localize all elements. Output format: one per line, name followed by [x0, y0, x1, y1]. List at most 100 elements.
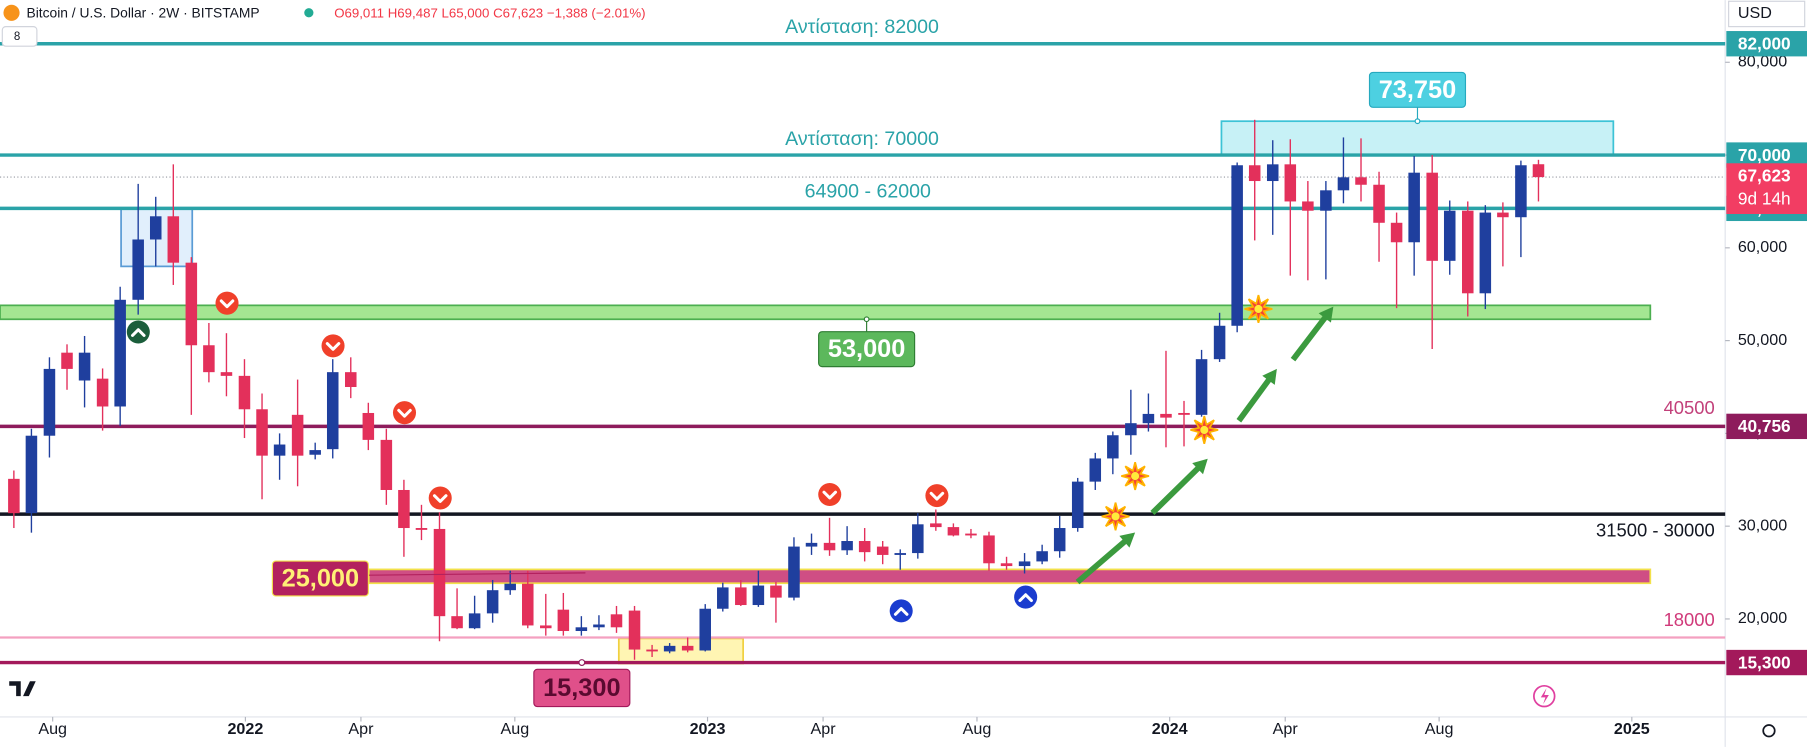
candle-body	[876, 546, 889, 555]
symbol-icon	[3, 4, 20, 21]
candle-body	[699, 608, 711, 651]
candle-body	[256, 409, 268, 456]
burst-core	[1200, 425, 1209, 435]
ohlc: O69,011 H69,487 L65,000 C67,623 −1,388 (…	[334, 5, 645, 20]
candle-body	[965, 533, 977, 536]
countdown: 9d 14h	[1738, 189, 1791, 209]
price-tag-label: 40,756	[1738, 416, 1791, 436]
candle-body	[930, 523, 942, 528]
zone-label: 73,750	[1379, 76, 1457, 104]
candle-body	[25, 435, 38, 514]
y-tick-label: 60,000	[1738, 238, 1787, 256]
candle-body	[167, 216, 180, 263]
last-price-label: 67,623	[1738, 166, 1791, 186]
alert-icon[interactable]	[1533, 684, 1556, 708]
candle-body	[451, 616, 463, 629]
signal-chevron	[397, 408, 412, 418]
candle-body	[540, 625, 552, 629]
candle-body	[61, 352, 73, 369]
signal-marker	[1014, 585, 1038, 609]
candle-body	[203, 345, 215, 373]
candle-body	[380, 439, 393, 490]
candle-body	[132, 239, 144, 300]
signal-marker	[126, 320, 150, 344]
candle-body	[717, 587, 729, 609]
y-tick-label: 50,000	[1738, 331, 1787, 349]
candle-body	[983, 535, 995, 564]
candle-body	[947, 527, 960, 536]
candle-body	[1337, 177, 1350, 191]
x-tick-label: Aug	[500, 720, 529, 738]
indicator-count[interactable]: 8	[14, 31, 20, 43]
signal-chevron	[432, 494, 448, 503]
label-anchor	[863, 316, 870, 323]
candle-body	[326, 372, 339, 450]
signal-chevron	[822, 490, 838, 500]
candle-body	[1320, 190, 1332, 211]
plot: 20,00030,00040,00050,00060,00070,00080,0…	[0, 16, 1807, 738]
candle-body	[788, 546, 800, 598]
logo	[9, 681, 36, 697]
candle-body	[841, 541, 853, 551]
signal-chevron	[929, 491, 945, 501]
candle-body	[557, 609, 570, 632]
candle-body	[1160, 413, 1172, 418]
x-tick-label: Aug	[38, 720, 67, 738]
candle-body	[8, 478, 20, 514]
candle-body	[1390, 222, 1403, 243]
candle-body	[1373, 184, 1385, 223]
candle-body	[96, 378, 109, 407]
candle-body	[468, 613, 481, 629]
signal-marker	[925, 484, 949, 508]
burst-core	[1111, 512, 1120, 521]
candle-body	[1125, 423, 1137, 436]
candle-body	[1142, 413, 1155, 424]
candle-body	[1231, 165, 1243, 326]
candle-body	[1355, 177, 1367, 185]
candle-body	[912, 524, 924, 554]
currency[interactable]: USD	[1738, 4, 1772, 22]
last-price-tag	[1726, 163, 1807, 214]
level-label: 18000	[1664, 609, 1715, 630]
indicator-badge[interactable]	[1, 26, 38, 47]
price-tag	[1726, 413, 1807, 440]
candle-body	[504, 583, 516, 591]
candle-body	[185, 262, 198, 346]
candle-body	[1497, 212, 1509, 218]
candle-body	[522, 583, 534, 626]
candle-body	[362, 412, 375, 440]
y-tick-label: 20,000	[1738, 609, 1787, 627]
label-box	[818, 331, 916, 368]
signal-chevron	[325, 342, 341, 351]
candle-body	[894, 553, 907, 555]
candle-body	[1018, 561, 1031, 567]
signal-marker	[392, 401, 417, 425]
candle-body	[1302, 201, 1314, 211]
level-label: 31500 - 30000	[1596, 519, 1715, 540]
signal-marker	[428, 486, 452, 510]
candle-body	[1178, 412, 1190, 415]
candle-body	[1408, 172, 1420, 243]
signal-marker	[818, 482, 842, 507]
settings-icon[interactable]	[1762, 724, 1776, 738]
candle-body	[1515, 165, 1527, 218]
trend-arrow	[1075, 537, 1129, 585]
candle-body	[1195, 359, 1208, 415]
candle-body	[663, 645, 676, 652]
candle-body	[1266, 164, 1279, 182]
zone	[367, 568, 1652, 585]
currency-button[interactable]	[1728, 0, 1806, 28]
zone	[0, 304, 1652, 321]
y-tick-label: 30,000	[1738, 516, 1787, 534]
price-tag-label: 82,000	[1738, 33, 1791, 53]
candle-body	[1284, 164, 1297, 202]
signal-marker	[889, 599, 913, 623]
candle-body	[1071, 481, 1084, 529]
level-label: Αντίσταση: 70000	[785, 128, 939, 150]
candle-body	[1000, 563, 1013, 567]
candle-body	[858, 541, 871, 553]
candle-body	[486, 590, 499, 614]
trend-arrow-head	[1192, 458, 1208, 475]
price-tag	[1726, 31, 1807, 57]
label-anchor	[1414, 118, 1421, 125]
